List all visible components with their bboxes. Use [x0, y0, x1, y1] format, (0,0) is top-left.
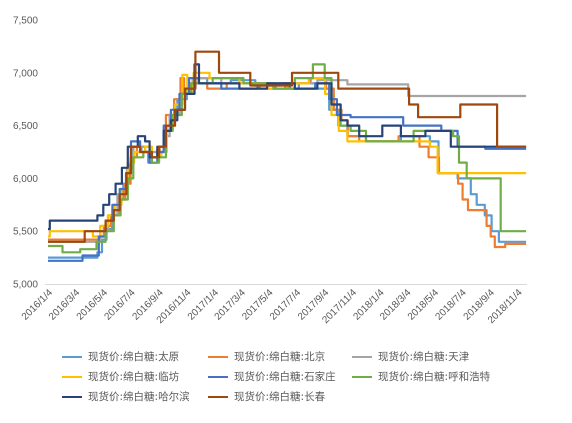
legend-item-huhehaote: 现货价:绵白糖:呼和浩特	[352, 369, 490, 385]
legend-swatch-shijiazhuang	[208, 375, 228, 379]
series-line-huhehaote	[48, 63, 527, 254]
legend-swatch-changchun	[208, 395, 228, 399]
y-tick-label: 5,500	[13, 227, 38, 238]
legend-label-huhehaote: 现货价:绵白糖:呼和浩特	[378, 371, 491, 383]
series-line-shijiazhuang	[48, 77, 527, 262]
legend-item-shijiazhuang: 现货价:绵白糖:石家庄	[208, 369, 336, 385]
legend-swatch-taiyuan	[62, 355, 82, 359]
line-chart: 5,0005,5006,0006,5007,0007,5002016/1/420…	[13, 16, 527, 326]
y-tick-label: 7,500	[13, 16, 38, 27]
legend-label-taiyuan: 现货价:绵白糖:太原	[88, 351, 180, 363]
legend-label-haerbin: 现货价:绵白糖:哈尔滨	[88, 391, 190, 403]
legend-swatch-huhehaote	[352, 375, 372, 379]
legend-item-haerbin: 现货价:绵白糖:哈尔滨	[62, 389, 190, 405]
chart-series-lines	[48, 50, 527, 262]
legend-swatch-haerbin	[62, 395, 82, 399]
y-tick-label: 7,000	[13, 68, 38, 79]
y-tick-label: 5,000	[13, 280, 38, 291]
legend-item-linfang: 现货价:绵白糖:临坊	[62, 369, 179, 385]
legend-item-taiyuan: 现货价:绵白糖:太原	[62, 349, 179, 365]
legend-item-tianjin: 现货价:绵白糖:天津	[352, 349, 469, 365]
legend-item-changchun: 现货价:绵白糖:长春	[208, 389, 325, 405]
series-line-changchun	[48, 50, 527, 243]
series-line-beijing	[48, 77, 527, 249]
legend-swatch-linfang	[62, 375, 82, 379]
series-line-taiyuan	[48, 77, 527, 259]
legend-label-shijiazhuang: 现货价:绵白糖:石家庄	[234, 371, 336, 383]
y-tick-label: 6,500	[13, 121, 38, 132]
chart-axes: 5,0005,5006,0006,5007,0007,5002016/1/420…	[13, 16, 527, 326]
legend-swatch-beijing	[208, 355, 228, 359]
y-tick-label: 6,000	[13, 174, 38, 185]
series-line-tianjin	[48, 77, 527, 243]
legend-label-changchun: 现货价:绵白糖:长春	[234, 391, 326, 403]
legend-label-linfang: 现货价:绵白糖:临坊	[88, 371, 180, 383]
legend-label-beijing: 现货价:绵白糖:北京	[234, 351, 326, 363]
legend-label-tianjin: 现货价:绵白糖:天津	[378, 351, 470, 363]
legend-item-beijing: 现货价:绵白糖:北京	[208, 349, 325, 365]
legend-swatch-tianjin	[352, 355, 372, 359]
